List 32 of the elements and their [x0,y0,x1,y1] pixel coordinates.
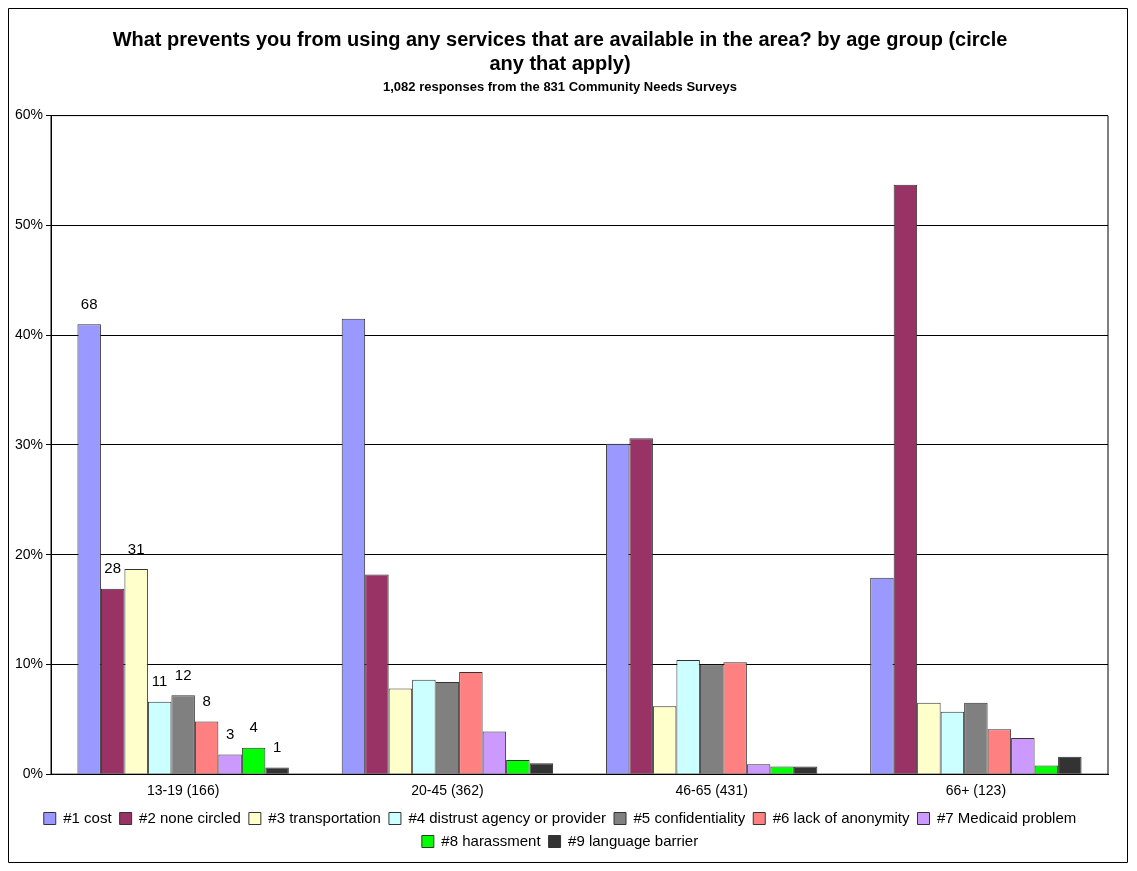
x-tick-label: 46-65 (431) [675,782,748,799]
x-tick-label: 20-45 (362) [411,782,484,799]
legend-label: #5 confidentiality [633,808,746,826]
y-tick-label: 50% [14,216,44,233]
annotation: 12 [174,665,192,683]
y-tick-label: 10% [14,655,44,672]
legend-label: #1 cost [63,808,113,826]
legend-label: #9 language barrier [568,831,699,849]
legend-label: #6 lack of anonymity [772,808,910,826]
x-tick-label: 66+ (123) [945,782,1007,799]
annotation: 68 [80,294,98,312]
annotation: 8 [202,692,211,710]
annotation: 1 [272,738,282,756]
annotation: 31 [127,539,145,557]
chart-title: What prevents you from using any services that are available in the area? by age group (circle any that apply) [112,27,1008,74]
y-tick-label: 20% [14,545,44,562]
legend-label: #2 none circled [139,808,241,826]
legend-label: #4 distrust agency or provider [408,808,607,826]
annotation: 11 [151,672,168,690]
x-tick-label: 13-19 (166) [146,782,220,799]
y-tick-label: 30% [14,435,44,452]
chart-subtitle: 1,082 responses from the 831 Community Needs Surveys [382,79,738,95]
y-tick-label: 40% [14,325,44,342]
bar [529,763,554,774]
legend-label: #8 harassment [441,831,542,849]
legend-label: #7 Medicaid problem [937,808,1077,826]
legend-label: #3 transportation [268,808,381,826]
annotation: 3 [225,725,235,743]
y-tick-label: 0% [22,765,44,782]
y-tick-label: 60% [14,106,44,123]
annotation: 28 [104,559,122,577]
annotation: 4 [249,718,258,736]
